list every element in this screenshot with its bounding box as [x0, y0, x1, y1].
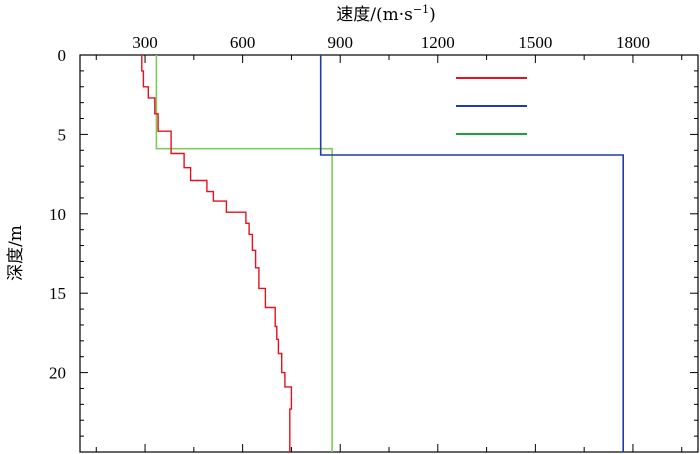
x-tick-label: 1200: [421, 33, 455, 52]
series-line-1: [141, 55, 293, 452]
x-tick-label: 900: [327, 33, 353, 52]
x-tick-label: 600: [230, 33, 256, 52]
legend: [456, 77, 527, 135]
axis-ticks: 300 600 900 1200 1500 1800 0 5 10 15 20: [49, 33, 698, 453]
series-line-3: [155, 55, 333, 452]
series-layer: [141, 55, 624, 452]
x-axis-title: 速度/(m·s−1): [336, 3, 435, 25]
x-tick-label: 1800: [616, 33, 650, 52]
y-tick-label: 15: [49, 284, 66, 303]
y-tick-label: 10: [49, 205, 66, 224]
x-tick-label: 300: [132, 33, 158, 52]
plot-frame: [79, 54, 699, 453]
series-line-2: [319, 55, 624, 452]
y-tick-label: 5: [58, 125, 67, 144]
y-tick-label: 20: [49, 364, 66, 383]
y-tick-label: 0: [58, 46, 67, 65]
x-tick-label: 1500: [518, 33, 552, 52]
y-axis-title: 深度/m: [6, 225, 26, 281]
